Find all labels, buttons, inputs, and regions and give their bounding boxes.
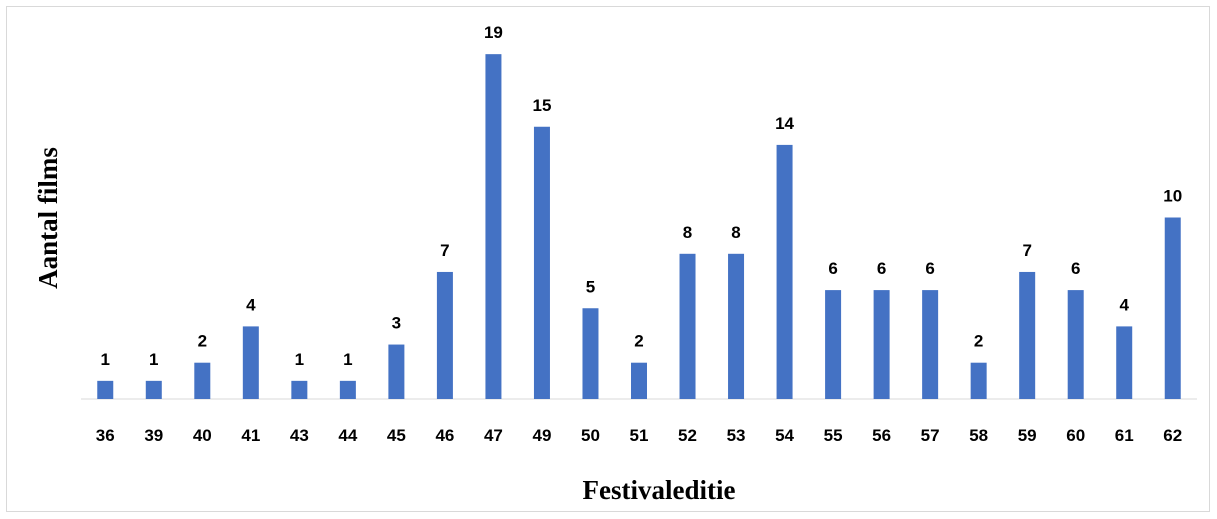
x-tick-labels-group: 36 39 40 41 43 44 45 46 47 49 50 51 52 53 54 55 56 57 58 59… [96,426,1182,445]
data-label-43: 1 [295,350,304,369]
data-label-60: 6 [1071,259,1080,278]
bar-41 [242,326,259,399]
x-axis-title: Festivaleditie [583,475,736,505]
data-label-62: 10 [1163,187,1182,206]
data-label-41: 4 [246,295,256,314]
bar-47 [485,54,502,400]
x-tick-label-56: 56 [872,426,891,445]
x-tick-label-58: 58 [969,426,988,445]
x-tick-label-40: 40 [193,426,212,445]
bar-46 [436,271,453,399]
x-tick-label-60: 60 [1066,426,1085,445]
data-label-56: 6 [877,259,886,278]
data-label-40: 2 [198,332,207,351]
data-label-58: 2 [974,332,983,351]
chart-frame [6,6,1210,512]
bar-44 [339,380,356,399]
data-label-61: 4 [1119,295,1129,314]
x-tick-label-46: 46 [435,426,454,445]
bar-52 [679,253,696,399]
x-tick-label-39: 39 [144,426,163,445]
x-tick-label-44: 44 [338,426,357,445]
y-axis-title: Aantal films [33,147,63,289]
data-label-49: 15 [532,96,551,115]
bar-51 [631,362,647,399]
bar-43 [291,380,308,399]
x-tick-label-45: 45 [387,426,406,445]
x-tick-label-61: 61 [1115,426,1134,445]
x-tick-label-41: 41 [241,426,260,445]
bar-58 [970,362,987,399]
bar-61 [1116,326,1133,399]
bar-59 [1019,271,1036,399]
data-label-39: 1 [149,350,158,369]
data-labels-group: 1 1 2 4 1 1 3 7 19 15 5 2 8 8 14 6 6 6 2 7 6 4 10 [101,23,1183,369]
x-tick-label-62: 62 [1163,426,1182,445]
x-tick-label-43: 43 [290,426,309,445]
x-tick-label-36: 36 [96,426,115,445]
bar-54 [776,144,793,399]
bar-45 [388,344,405,399]
bar-62 [1164,217,1181,399]
data-label-50: 5 [586,277,595,296]
data-label-51: 2 [634,332,643,351]
x-tick-label-53: 53 [727,426,746,445]
bar-36 [97,380,114,399]
bar-55 [825,290,842,399]
x-tick-label-51: 51 [630,426,649,445]
data-label-53: 8 [731,223,740,242]
data-label-45: 3 [392,314,401,333]
bar-49 [533,126,550,399]
x-tick-label-49: 49 [532,426,551,445]
bar-60 [1067,290,1084,399]
x-tick-label-54: 54 [775,426,794,445]
x-tick-label-52: 52 [678,426,697,445]
data-label-46: 7 [440,241,449,260]
bar-50 [582,308,599,399]
x-tick-label-57: 57 [921,426,940,445]
x-tick-label-47: 47 [484,426,503,445]
data-label-52: 8 [683,223,692,242]
data-label-36: 1 [101,350,110,369]
bar-53 [728,253,745,399]
data-label-54: 14 [775,114,794,133]
bars-group [97,54,1181,400]
data-label-55: 6 [828,259,837,278]
data-label-44: 1 [343,350,352,369]
x-tick-label-55: 55 [824,426,843,445]
data-label-57: 6 [925,259,934,278]
data-label-59: 7 [1022,241,1031,260]
bar-39 [145,380,162,399]
bar-40 [194,362,211,399]
x-tick-label-59: 59 [1018,426,1037,445]
x-tick-label-50: 50 [581,426,600,445]
bar-57 [922,290,939,399]
data-label-47: 19 [484,23,503,42]
bar-56 [873,290,890,399]
